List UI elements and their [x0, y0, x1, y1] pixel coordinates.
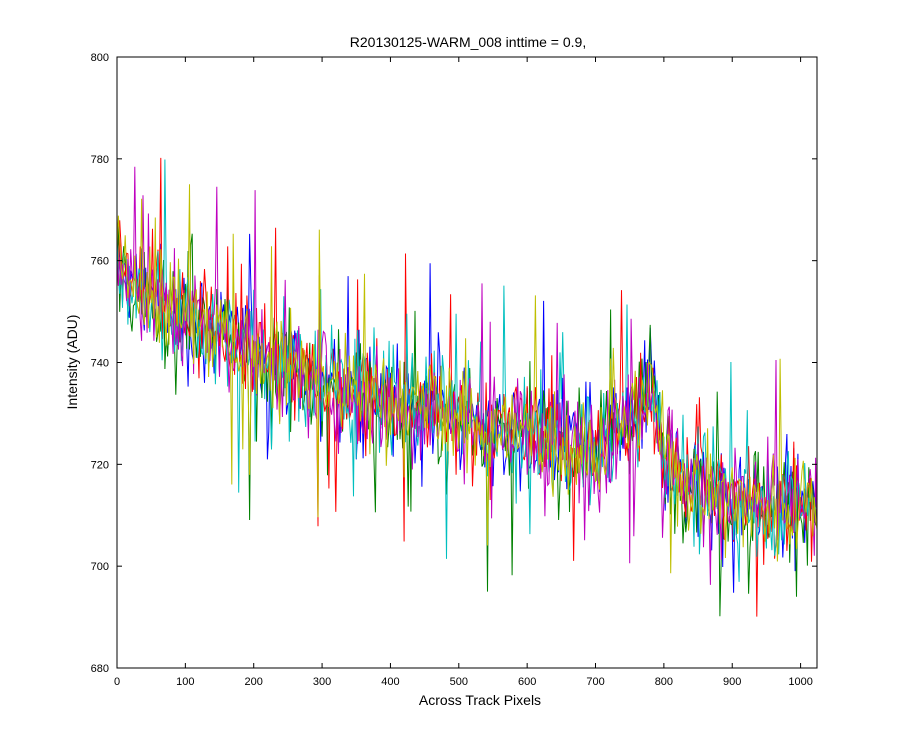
x-tick-label: 500 [450, 676, 468, 688]
x-tick-label: 100 [176, 676, 194, 688]
y-tick-label: 700 [91, 561, 109, 573]
y-axis: 680 700 720 740 760 780 800 [91, 52, 817, 675]
x-tick-label: 800 [655, 676, 673, 688]
series-layer [117, 157, 817, 617]
x-tick-label: 0 [114, 676, 120, 688]
x-axis-label: Across Track Pixels [419, 692, 541, 708]
y-tick-label: 800 [91, 52, 109, 64]
x-tick-label: 400 [381, 676, 399, 688]
data-series-line [117, 184, 817, 574]
y-tick-label: 780 [91, 154, 109, 166]
y-tick-label: 680 [91, 663, 109, 675]
x-tick-label: 700 [586, 676, 604, 688]
y-tick-label: 720 [91, 459, 109, 471]
x-axis: 0 100 200 300 400 500 600 700 800 900 1000 [114, 57, 813, 688]
x-tick-label: 600 [518, 676, 536, 688]
chart-title: R20130125-WARM_008 inttime = 0.9, [350, 34, 586, 50]
y-tick-label: 760 [91, 256, 109, 268]
x-tick-label: 1000 [788, 676, 812, 688]
x-tick-label: 900 [723, 676, 741, 688]
x-tick-label: 200 [245, 676, 263, 688]
y-axis-label: Intensity (ADU) [64, 315, 80, 410]
y-tick-label: 740 [91, 358, 109, 370]
x-tick-label: 300 [313, 676, 331, 688]
plot-frame [116, 56, 818, 669]
